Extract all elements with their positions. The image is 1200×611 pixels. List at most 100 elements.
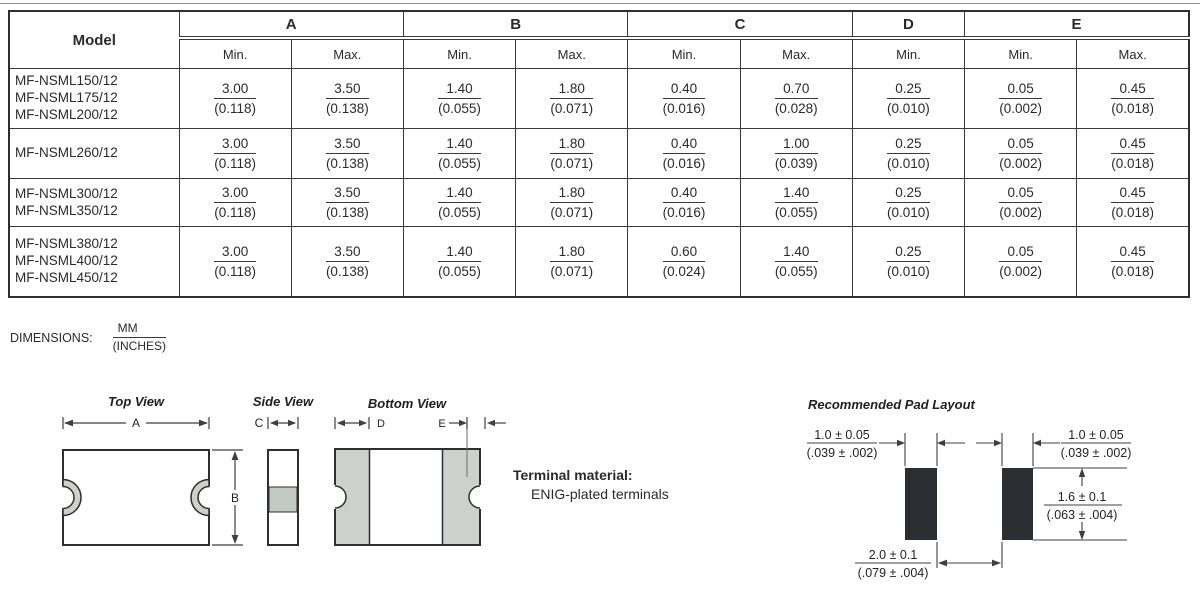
package-views-drawing: A B C <box>61 416 506 546</box>
col-group-d: D <box>851 10 966 40</box>
dimensions-note: DIMENSIONS: MM (INCHES) <box>10 321 166 354</box>
pad-height-in: (.063 ± .004) <box>1047 508 1118 522</box>
pad-layout-title: Recommended Pad Layout <box>808 397 975 412</box>
dim-cell: 1.80 (0.071) <box>515 178 629 227</box>
page-top-rule <box>0 3 1200 4</box>
pad-height-dim-lines <box>1033 467 1127 541</box>
dim-cell: 0.05 (0.002) <box>964 178 1078 227</box>
dim-a-label: A <box>132 416 140 430</box>
table-row: MF-NSML150/12 MF-NSML175/12 MF-NSML200/1… <box>8 68 1190 129</box>
pad-layout-left-pad <box>905 468 937 540</box>
dimensions-note-label: DIMENSIONS: <box>10 330 93 345</box>
arrowhead-up-icon <box>1078 468 1086 477</box>
arrowhead-left-icon <box>487 419 495 427</box>
subheader-c-min: Min. <box>627 37 741 69</box>
subheader-e-max: Max. <box>1076 37 1190 69</box>
col-group-a: A <box>178 10 404 40</box>
pad-width-right-mm: 1.0 ± 0.05 <box>1068 428 1124 442</box>
table-row: MF-NSML380/12 MF-NSML400/12 MF-NSML450/1… <box>8 226 1190 297</box>
subheader-a-min: Min. <box>178 37 292 69</box>
dim-cell: 0.05 (0.002) <box>964 68 1078 129</box>
notch-mask <box>479 485 483 509</box>
dim-cell: 1.40 (0.055) <box>739 178 853 227</box>
dim-e-lines <box>449 417 506 429</box>
arrowhead-right-icon <box>199 419 208 427</box>
col-group-c: C <box>627 10 853 40</box>
arrowhead-left-icon <box>64 419 73 427</box>
dim-cell: 1.80 (0.071) <box>515 128 629 179</box>
pad-width-left-in: (.039 ± .002) <box>807 446 878 460</box>
dim-d-label: D <box>377 418 385 430</box>
dim-cell: 1.80 (0.071) <box>515 68 629 129</box>
dim-cell: 0.25 (0.010) <box>851 128 966 179</box>
subheader-a-max: Max. <box>290 37 404 69</box>
dimensions-unit-fraction: MM (INCHES) <box>112 321 166 354</box>
dim-cell: 0.45 (0.018) <box>1076 128 1190 179</box>
dim-cell: 3.50 (0.138) <box>290 128 404 179</box>
left-notch <box>334 485 347 509</box>
arrowhead-right-icon <box>992 559 1001 567</box>
model-names: MF-NSML260/12 <box>8 128 180 179</box>
side-view-device-band <box>268 486 298 513</box>
dim-cell: 3.00 (0.118) <box>178 68 292 129</box>
dim-cell: 0.70 (0.028) <box>739 68 853 129</box>
table-row: MF-NSML300/12 MF-NSML350/12 3.00 (0.118) … <box>8 178 1190 227</box>
dim-b-lines <box>212 449 243 546</box>
dim-cell: 3.50 (0.138) <box>290 226 404 297</box>
right-notch <box>468 485 481 509</box>
dim-c-label: C <box>255 416 264 430</box>
dimension-table: Model A B C D E Min. Max. Min. Max. Min.… <box>8 10 1190 298</box>
notch-mask <box>61 486 65 509</box>
col-group-b: B <box>402 10 629 40</box>
dim-cell: 0.40 (0.016) <box>627 128 741 179</box>
dim-a-lines <box>62 417 210 429</box>
pad-width-left-mm: 1.0 ± 0.05 <box>814 428 870 442</box>
dim-cell: 0.45 (0.018) <box>1076 68 1190 129</box>
pad-width-right-in: (.039 ± .002) <box>1061 446 1132 460</box>
arrowhead-up-icon <box>231 451 239 460</box>
arrowhead-left-icon <box>1033 439 1041 447</box>
dim-cell: 0.05 (0.002) <box>964 128 1078 179</box>
pad-layout-right-pad <box>1002 468 1033 540</box>
col-group-e: E <box>964 10 1190 40</box>
dim-cell: 3.50 (0.138) <box>290 68 404 129</box>
dim-e-label: E <box>438 418 445 430</box>
arrowhead-down-icon <box>1078 531 1086 540</box>
subheader-b-max: Max. <box>515 37 629 69</box>
dim-cell: 1.00 (0.039) <box>739 128 853 179</box>
dim-cell: 3.00 (0.118) <box>178 178 292 227</box>
dim-cell: 0.25 (0.010) <box>851 226 966 297</box>
dim-cell: 1.40 (0.055) <box>402 226 517 297</box>
subheader-c-max: Max. <box>739 37 853 69</box>
top-view-body <box>62 449 210 546</box>
bottom-view-title: Bottom View <box>367 396 447 411</box>
left-terminal-notch <box>62 478 82 517</box>
right-terminal-notch <box>190 478 210 517</box>
side-view-title: Side View <box>252 394 314 409</box>
pad-width-dim-lines <box>807 433 1131 466</box>
dim-cell: 0.05 (0.002) <box>964 226 1078 297</box>
table-row: MF-NSML260/12 3.00 (0.118) 3.50 (0.138) 1.… <box>8 128 1190 179</box>
subheader-d-min: Min. <box>851 37 966 69</box>
arrowhead-left-icon <box>270 419 278 427</box>
dim-cell: 0.60 (0.024) <box>627 226 741 297</box>
dim-cell: 0.40 (0.016) <box>627 68 741 129</box>
pad-height-mm: 1.6 ± 0.1 <box>1058 490 1107 504</box>
notch-mask <box>207 486 211 509</box>
arrowhead-left-icon <box>337 419 345 427</box>
side-view-drawing: C <box>255 416 299 546</box>
arrowhead-left-icon <box>938 559 947 567</box>
dim-cell: 3.50 (0.138) <box>290 178 404 227</box>
model-names: MF-NSML150/12 MF-NSML175/12 MF-NSML200/1… <box>8 68 180 129</box>
arrowhead-left-icon <box>937 439 945 447</box>
top-view-drawing: A B <box>61 416 243 546</box>
dim-cell: 1.40 (0.055) <box>402 128 517 179</box>
pad-layout-drawing: 1.0 ± 0.05 (.039 ± .002) 1.0 ± 0.05 (.03… <box>807 428 1132 580</box>
dim-cell: 3.00 (0.118) <box>178 226 292 297</box>
terminal-material-note: Terminal material: ENIG-plated terminals <box>513 466 669 504</box>
dim-cell: 1.40 (0.055) <box>402 68 517 129</box>
dim-cell: 0.25 (0.010) <box>851 68 966 129</box>
dim-cell: 1.80 (0.071) <box>515 226 629 297</box>
unit-mm: MM <box>112 321 166 339</box>
